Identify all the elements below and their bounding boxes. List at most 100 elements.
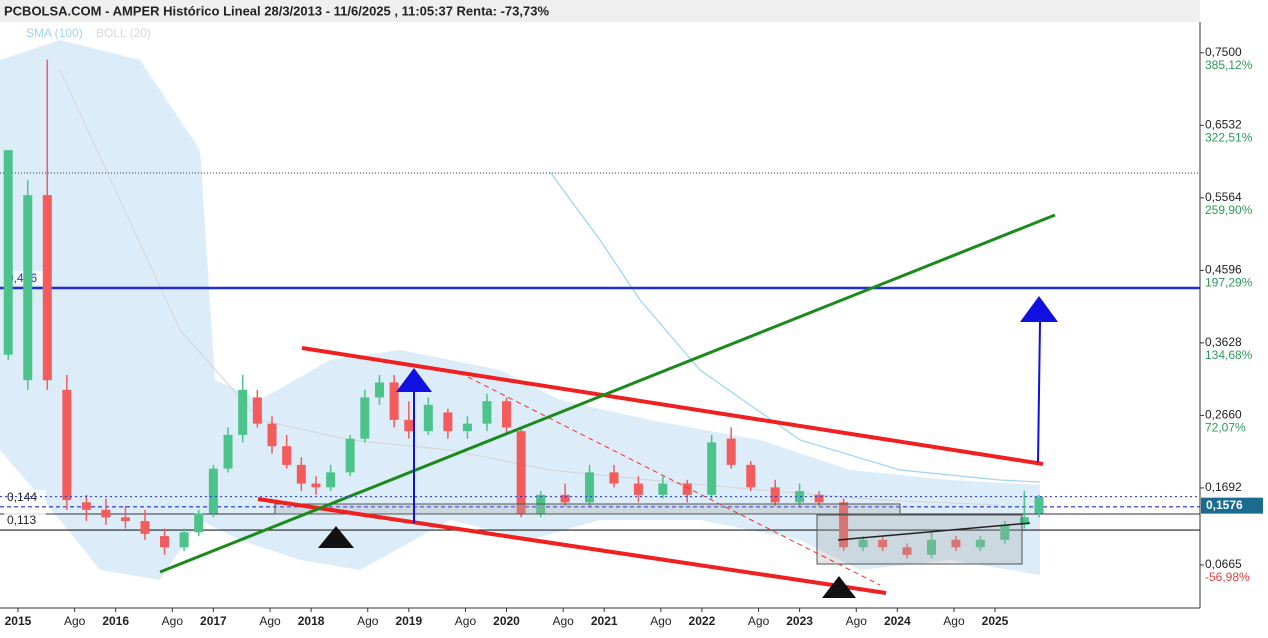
x-tick-label: Ago bbox=[650, 614, 672, 628]
channel-top bbox=[301, 346, 1044, 466]
x-tick-label: 2017 bbox=[200, 614, 227, 628]
trend-line bbox=[459, 372, 881, 586]
arrow-head bbox=[396, 368, 432, 392]
candle-body bbox=[1034, 496, 1044, 514]
candle-body bbox=[951, 539, 961, 548]
x-tick-label: 2019 bbox=[395, 614, 422, 628]
y-tick-label: 0,5564 bbox=[1205, 190, 1242, 204]
candle-body bbox=[101, 509, 111, 518]
trend-line bbox=[159, 213, 1056, 574]
y-tick-label: 0,3628 bbox=[1205, 335, 1242, 349]
arrow-shaft bbox=[1037, 321, 1041, 463]
y2-tick-label: 197,29% bbox=[1205, 275, 1253, 289]
zone-box bbox=[274, 503, 901, 515]
candle-body bbox=[160, 536, 170, 548]
candle-body bbox=[443, 412, 453, 432]
candle-body bbox=[311, 483, 321, 488]
x-tick-label: Ago bbox=[552, 614, 574, 628]
y2-tick-label: 259,90% bbox=[1205, 203, 1253, 217]
x-tick-label: Ago bbox=[259, 614, 281, 628]
bollinger-band bbox=[0, 40, 1040, 580]
candle-body bbox=[726, 438, 736, 465]
y2-tick-label: 134,68% bbox=[1205, 348, 1253, 362]
candle-body bbox=[179, 532, 189, 548]
candle-body bbox=[140, 521, 150, 534]
y2-tick-label: -56,98% bbox=[1205, 570, 1250, 584]
candle-body bbox=[902, 547, 912, 555]
level-label: 0,144 bbox=[7, 490, 37, 504]
candle-body bbox=[462, 423, 472, 432]
level-label-bg bbox=[4, 513, 46, 528]
candle-body bbox=[814, 494, 824, 503]
x-tick-label: 2025 bbox=[982, 614, 1009, 628]
x-tick-label: Ago bbox=[64, 614, 86, 628]
candle-body bbox=[360, 397, 370, 439]
candle-body bbox=[62, 389, 72, 501]
title-bar bbox=[0, 0, 1200, 22]
candle-body bbox=[404, 419, 414, 432]
chart-title: PCBOLSA.COM - AMPER Histórico Lineal 28/… bbox=[4, 3, 549, 18]
candle-body bbox=[42, 195, 52, 381]
candle-body bbox=[633, 483, 643, 495]
y-tick-label: 0,4596 bbox=[1205, 263, 1242, 277]
candle-body bbox=[194, 513, 204, 533]
candle-body bbox=[707, 442, 717, 495]
candle-body bbox=[81, 502, 91, 510]
level-label: 0,113 bbox=[7, 513, 36, 527]
last-price-tag bbox=[1201, 497, 1263, 514]
candle-body bbox=[878, 539, 888, 548]
y-tick-label: 0,1692 bbox=[1205, 480, 1242, 494]
y2-tick-label: 385,12% bbox=[1205, 58, 1253, 72]
x-tick-label: 2018 bbox=[298, 614, 325, 628]
last-price-label: 0,1576 bbox=[1206, 498, 1243, 512]
candle-body bbox=[585, 472, 595, 503]
x-tick-label: Ago bbox=[748, 614, 770, 628]
candle-body bbox=[658, 483, 668, 495]
x-tick-label: Ago bbox=[455, 614, 477, 628]
x-tick-label: 2016 bbox=[102, 614, 129, 628]
x-tick-label: 2020 bbox=[493, 614, 520, 628]
candle-body bbox=[252, 397, 262, 424]
candle-body bbox=[1019, 517, 1029, 525]
sma-line bbox=[549, 171, 1041, 483]
candle-body bbox=[609, 472, 619, 484]
x-tick-label: 2015 bbox=[5, 614, 32, 628]
x-tick-label: 2023 bbox=[786, 614, 813, 628]
candle-body bbox=[560, 494, 570, 503]
candle-body bbox=[746, 464, 756, 488]
x-tick-label: Ago bbox=[357, 614, 379, 628]
candle-body bbox=[1000, 524, 1010, 540]
candle-body bbox=[516, 431, 526, 514]
x-tick-label: Ago bbox=[162, 614, 184, 628]
candle-body bbox=[223, 434, 233, 469]
candle-body bbox=[389, 382, 399, 420]
candle-body bbox=[770, 487, 780, 503]
candle-body bbox=[682, 483, 692, 495]
marker-triangle bbox=[822, 576, 856, 598]
x-tick-label: 2021 bbox=[591, 614, 618, 628]
y-tick-label: 0,6532 bbox=[1205, 117, 1242, 131]
candle-body bbox=[345, 438, 355, 473]
y-tick-label: 0,0665 bbox=[1205, 557, 1242, 571]
candle-body bbox=[839, 502, 849, 548]
trend-line bbox=[837, 522, 1031, 541]
candle-body bbox=[326, 472, 336, 488]
candle-body bbox=[208, 468, 218, 514]
legend-boll: BOLL (20) bbox=[96, 26, 151, 40]
candle-body bbox=[3, 150, 13, 355]
x-tick-label: 2022 bbox=[689, 614, 716, 628]
candle-body bbox=[267, 423, 277, 447]
candle-body bbox=[238, 389, 248, 435]
candle-body bbox=[296, 464, 306, 484]
candle-body bbox=[858, 539, 868, 548]
y2-tick-label: 322,51% bbox=[1205, 130, 1253, 144]
legend-sma: SMA (100) bbox=[26, 26, 83, 40]
candle-body bbox=[23, 195, 33, 381]
x-tick-label: Ago bbox=[943, 614, 965, 628]
y-tick-label: 0,2660 bbox=[1205, 408, 1242, 422]
candle-body bbox=[482, 401, 492, 424]
arrow-head bbox=[1020, 296, 1058, 322]
